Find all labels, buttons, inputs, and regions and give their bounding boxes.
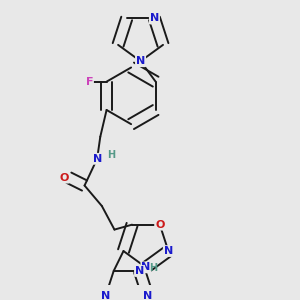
Text: H: H <box>107 150 116 160</box>
Text: O: O <box>155 220 164 230</box>
Text: N: N <box>136 56 145 66</box>
Text: H: H <box>149 263 157 273</box>
Text: N: N <box>92 154 102 164</box>
Text: N: N <box>135 266 144 276</box>
Text: N: N <box>141 262 151 272</box>
Text: N: N <box>150 14 159 23</box>
Text: N: N <box>101 291 110 300</box>
Text: N: N <box>143 291 152 300</box>
Text: O: O <box>59 173 69 183</box>
Text: F: F <box>85 77 93 87</box>
Text: N: N <box>164 246 173 256</box>
